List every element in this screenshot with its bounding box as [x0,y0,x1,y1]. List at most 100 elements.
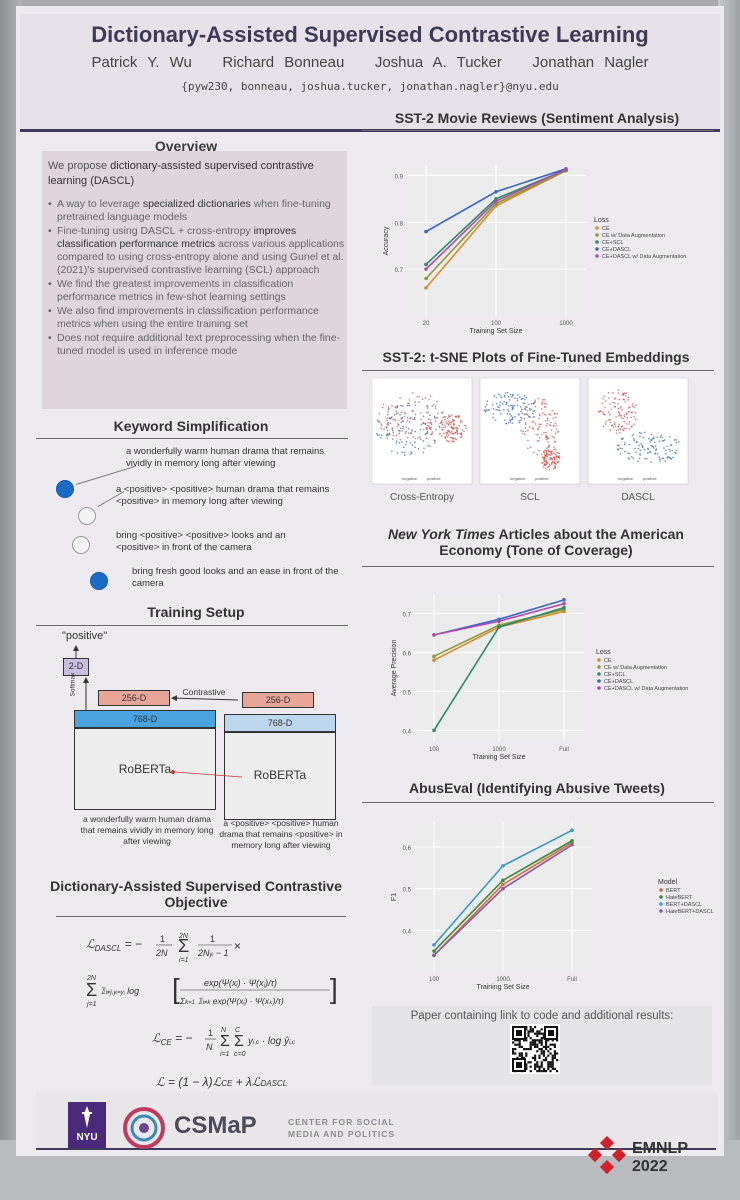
legend-swatch [595,240,599,244]
tsne-point [424,423,427,425]
overview-intro: We propose dictionary-assisted supervise… [48,159,346,189]
tsne-point [628,458,631,460]
legend-swatch [595,233,599,237]
svg-text:[: [ [172,973,180,1004]
data-point [494,189,498,194]
qr-module [540,1039,543,1042]
tsne-point [495,396,498,399]
keyword-heading: Keyword Simplification [113,418,269,434]
tsne-point [545,463,548,466]
tsne-point [555,416,557,419]
tsne-point [526,406,528,409]
tsne-point [452,432,454,435]
tsne-point [625,392,628,395]
tsne-point [556,451,558,454]
qr-module [540,1052,543,1055]
legend-entry: CE+DASCL [602,247,631,253]
tsne-panel-label: Cross-Entropy [390,492,454,503]
tsne-point [553,436,556,439]
tsne-point [557,431,559,433]
qr-module [547,1045,550,1048]
tsne-point [619,414,621,417]
tsne-point [644,431,646,434]
tsne-point [602,413,605,415]
emnlp-year: 2022 [632,1158,668,1175]
tsne-point [628,428,631,430]
qr-module [553,1067,556,1070]
tsne-point [425,437,428,440]
data-point [570,843,574,847]
tsne-point [404,432,407,435]
tsne-point [386,417,388,420]
tsne-point [544,402,546,405]
tsne-point [499,394,502,397]
qr-code[interactable] [510,1024,560,1074]
tsne-point [646,452,649,454]
svg-text:×: × [234,939,241,953]
tsne-point [448,414,450,417]
tsne-point [545,414,547,416]
tsne-point [451,439,454,441]
tsne-point [533,415,536,418]
training-heading: Training Setup [147,604,245,620]
tsne-point [387,421,390,424]
tsne-point [634,447,636,450]
tsne-point [511,408,514,411]
qr-module [525,1048,528,1051]
tsne-point [637,447,640,450]
overview-intro-bold: dictionary-assisted supervised contrasti… [48,160,314,187]
tsne-point [528,426,531,428]
tsne-point [407,427,410,430]
tsne-legend-negative: negative [510,476,526,481]
tsne-point [630,416,632,419]
keyword-sentence-original: bring fresh good looks and an ease in fr… [132,566,339,589]
svg-text:Σ: Σ [220,1033,230,1050]
tsne-point [414,446,416,449]
tsne-point [543,406,546,408]
tsne-point [380,427,382,430]
list-item: We find the greatest improvements in cla… [48,278,346,304]
svg-text:c=0: c=0 [234,1051,246,1058]
author-list: Patrick Y. Wu Richard Bonneau Joshua A. … [20,54,720,71]
tsne-point [547,446,550,449]
tsne-point [448,415,450,418]
box-256-left [98,690,170,706]
tsne-point [425,411,428,414]
svg-text:Σ: Σ [234,1033,244,1050]
legend-entry: CE+DASCL w/ Data Augmentation [602,254,686,260]
qr-module [551,1059,554,1062]
tsne-point [548,424,551,426]
tsne-point [637,460,639,462]
tsne-point [430,422,432,424]
svg-text:1: 1 [210,934,215,944]
tsne-point [529,409,531,411]
tsne-point [376,434,379,436]
tsne-point [498,393,500,395]
qr-module [518,1043,521,1046]
tsne-point [419,428,422,431]
qr-module [551,1063,554,1066]
abuseval-f1-chart: 0.4 0.5 0.6 100 1000 Full Training Set Size F1 M… [391,822,714,991]
tsne-point [656,452,659,455]
data-point [424,267,428,271]
tsne-point [659,458,661,460]
tsne-point [408,420,411,423]
tsne-point [628,423,630,425]
qr-module [551,1056,554,1059]
tsne-point [390,416,393,419]
tsne-point [542,412,544,414]
tsne-point [452,419,455,422]
y-axis-label: Average Precision [391,640,398,697]
tsne-point [399,427,402,430]
tsne-point [394,418,396,421]
tsne-point [622,393,625,395]
x-tick-label: 1000 [492,747,506,753]
tsne-point [396,425,399,428]
box-256-right-label: 256-D [265,695,291,705]
tsne-point [420,412,422,414]
tsne-point [452,437,455,440]
nyt-heading: New York Times Articles about the Americ… [366,526,706,558]
qr-module [536,1043,539,1046]
tsne-point [504,419,506,422]
tsne-point [521,412,523,414]
